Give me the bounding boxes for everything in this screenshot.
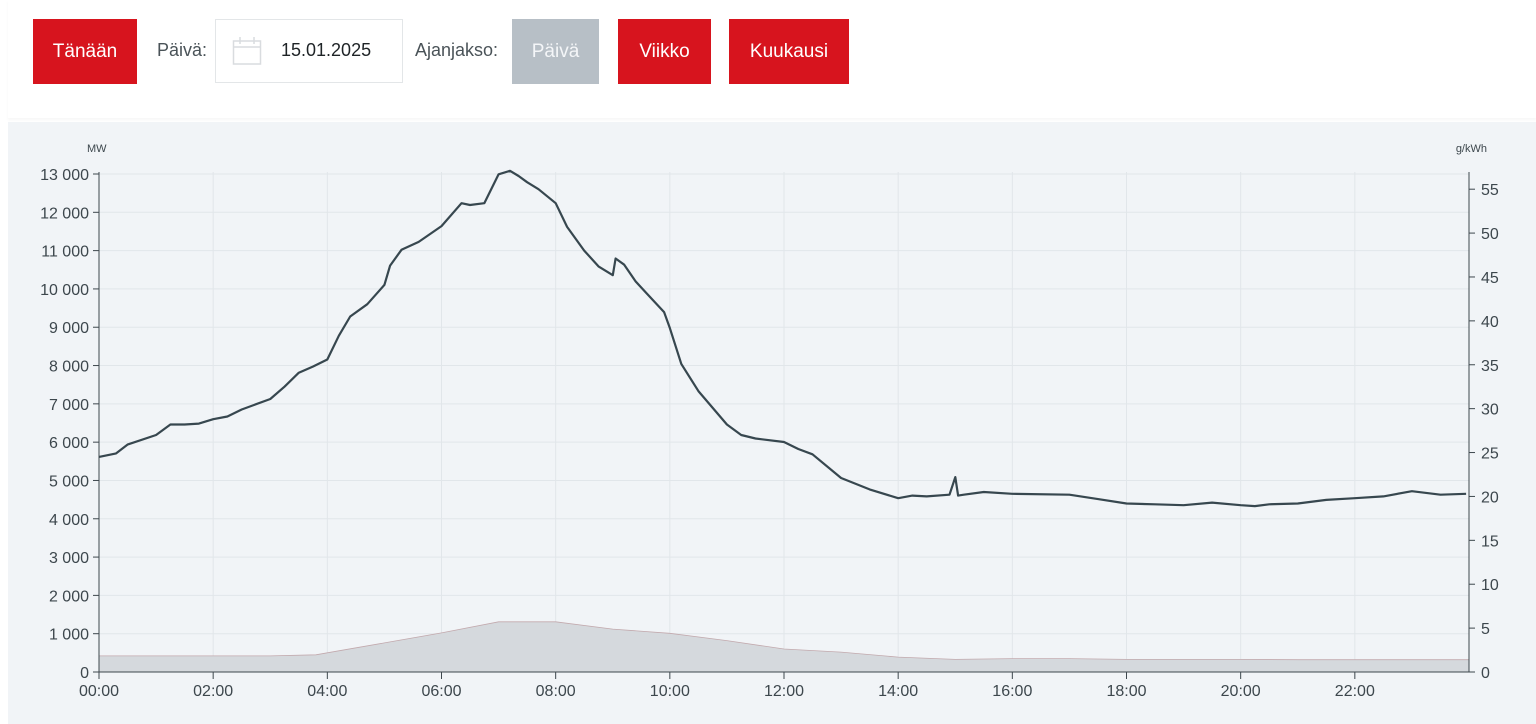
x-tick-label: 08:00 <box>536 683 576 700</box>
right-tick-label: 35 <box>1481 358 1499 375</box>
x-tick-label: 02:00 <box>193 683 233 700</box>
x-tick-label: 14:00 <box>878 683 918 700</box>
left-tick-label: 8 000 <box>49 359 89 376</box>
right-tick-label: 30 <box>1481 402 1499 419</box>
right-tick-label: 20 <box>1481 489 1499 506</box>
line-series-layer <box>98 169 1467 508</box>
left-tick-label: 3 000 <box>49 550 89 567</box>
left-tick-label: 10 000 <box>40 282 89 299</box>
x-tick-label: 16:00 <box>992 683 1032 700</box>
x-tick-label: 12:00 <box>764 683 804 700</box>
x-tick-label: 20:00 <box>1221 683 1261 700</box>
period-month-button[interactable]: Kuukausi <box>729 19 849 84</box>
emission-line-series <box>98 169 1467 508</box>
right-tick-label: 40 <box>1481 314 1499 331</box>
right-tick-label: 50 <box>1481 226 1499 243</box>
period-day-button[interactable]: Päivä <box>512 19 599 84</box>
period-label: Ajanjakso: <box>415 40 499 60</box>
left-tick-label: 1 000 <box>49 627 89 644</box>
x-tick-label: 22:00 <box>1335 683 1375 700</box>
right-axis-unit: g/kWh <box>1456 143 1487 155</box>
emission-chart: 0 1 000 2 000 3 000 4 000 5 000 6 000 7 000 8 00… <box>40 143 1499 700</box>
right-tick-label: 55 <box>1481 182 1499 199</box>
right-tick-label: 45 <box>1481 270 1499 287</box>
x-tick-label: 06:00 <box>421 683 461 700</box>
left-tick-label: 12 000 <box>40 205 89 222</box>
date-label: Päivä: <box>157 40 208 60</box>
x-tick-label: 04:00 <box>307 683 347 700</box>
chart-grid <box>98 172 1469 673</box>
x-tick-label: 10:00 <box>650 683 690 700</box>
period-week-button[interactable]: Viikko <box>618 19 711 84</box>
x-tick-label: 18:00 <box>1106 683 1146 700</box>
calendar-icon[interactable] <box>232 36 262 66</box>
x-tick-label: 00:00 <box>79 683 119 700</box>
left-tick-label: 5 000 <box>49 473 89 490</box>
chart-area: 0 1 000 2 000 3 000 4 000 5 000 6 000 7 000 8 00… <box>8 122 1536 724</box>
chart-axes: 0 1 000 2 000 3 000 4 000 5 000 6 000 7 000 8 00… <box>40 167 1499 700</box>
right-tick-label: 5 <box>1481 621 1490 638</box>
left-tick-label: 13 000 <box>40 167 89 184</box>
today-button[interactable]: Tänään <box>33 19 137 84</box>
left-tick-label: 11 000 <box>41 244 89 261</box>
production-area-series <box>98 621 1470 673</box>
right-tick-label: 10 <box>1481 577 1499 594</box>
right-tick-label: 25 <box>1481 446 1499 463</box>
date-value: 15.01.2025 <box>281 40 372 60</box>
left-tick-label: 6 000 <box>49 435 89 452</box>
left-axis-unit: MW <box>87 143 107 155</box>
right-tick-label: 15 <box>1481 533 1499 550</box>
left-tick-label: 2 000 <box>49 588 89 605</box>
left-tick-label: 9 000 <box>49 320 89 337</box>
right-tick-label: 0 <box>1481 665 1490 682</box>
left-tick-label: 0 <box>80 665 89 682</box>
area-series-layer <box>98 621 1470 673</box>
date-field[interactable]: 15.01.2025 <box>215 19 403 83</box>
left-tick-label: 7 000 <box>49 397 89 414</box>
left-tick-label: 4 000 <box>49 512 89 529</box>
